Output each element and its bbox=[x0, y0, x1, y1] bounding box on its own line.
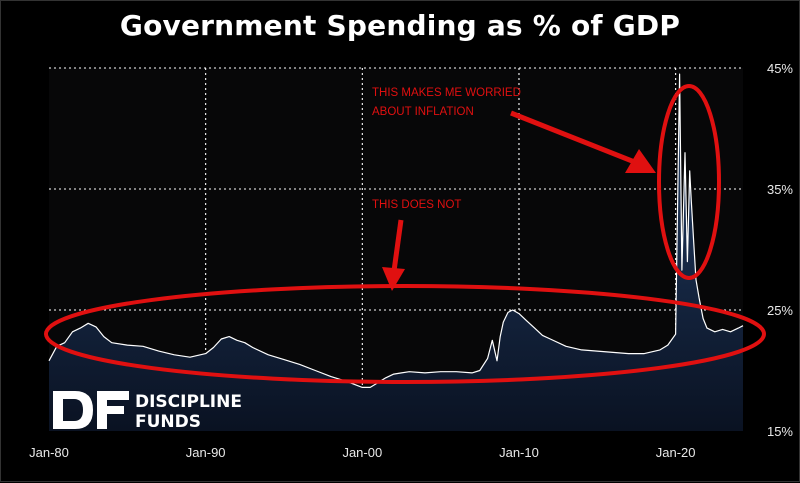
y-tick-label: 25% bbox=[767, 303, 793, 318]
annotation-not-line1: THIS DOES NOT bbox=[372, 199, 461, 211]
annotation-not-arrow-shaft bbox=[391, 219, 404, 272]
annotation-spike-ellipse bbox=[657, 84, 721, 280]
annotation-worried-arrow-head bbox=[625, 149, 656, 173]
discipline-funds-logo: DISCIPLINE FUNDS bbox=[53, 391, 242, 432]
y-tick-label: 45% bbox=[767, 61, 793, 76]
logo-line1: DISCIPLINE bbox=[135, 392, 242, 412]
x-tick-label: Jan-90 bbox=[186, 445, 226, 460]
x-tick-label: Jan-00 bbox=[342, 445, 382, 460]
y-tick-label: 35% bbox=[767, 182, 793, 197]
series-area bbox=[49, 74, 743, 431]
annotation-baseline-ellipse bbox=[44, 284, 766, 384]
chart-title: Government Spending as % of GDP bbox=[119, 9, 681, 42]
series-line bbox=[48, 73, 744, 388]
annotation-not: THIS DOES NOT bbox=[44, 199, 766, 384]
annotation-worried: THIS MAKES ME WORRIED ABOUT INFLATION bbox=[372, 84, 721, 280]
annotation-not-arrow-head bbox=[382, 267, 405, 291]
annotation-worried-line2: ABOUT INFLATION bbox=[372, 106, 474, 118]
x-tick-label: Jan-10 bbox=[499, 445, 539, 460]
annotation-worried-arrow-shaft bbox=[510, 110, 638, 166]
y-tick-label: 15% bbox=[767, 424, 793, 439]
annotation-worried-line1: THIS MAKES ME WORRIED bbox=[372, 87, 521, 99]
grid-lines bbox=[49, 67, 743, 431]
df-logo-mark bbox=[53, 391, 129, 429]
x-tick-label: Jan-20 bbox=[656, 445, 696, 460]
y-axis-ticks: 45% 35% 25% 15% bbox=[767, 61, 793, 439]
logo-line2: FUNDS bbox=[135, 412, 201, 432]
x-tick-label: Jan-80 bbox=[29, 445, 69, 460]
x-axis-ticks: Jan-80 Jan-90 Jan-00 Jan-10 Jan-20 bbox=[29, 445, 695, 460]
